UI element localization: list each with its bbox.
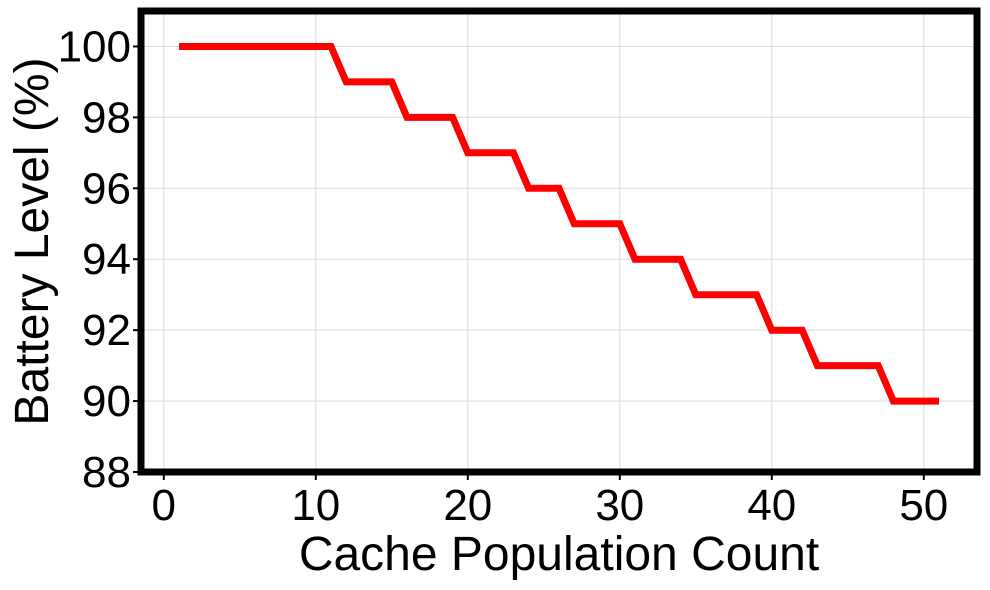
tick-layer: 0 10 20 30 40 50 88 90 92 94 96 98 100 [58,22,949,530]
y-tick-label: 100 [58,22,131,71]
x-tick-label: 0 [152,481,176,530]
y-tick-label: 88 [82,448,131,497]
y-tick-label: 90 [82,377,131,426]
y-tick-label: 96 [82,164,131,213]
x-tick-label: 10 [291,481,340,530]
x-tick-label: 20 [443,481,492,530]
y-tick-label: 92 [82,306,131,355]
grid [141,11,977,473]
x-tick-label: 30 [595,481,644,530]
x-tick-label: 40 [747,481,796,530]
x-axis-label: Cache Population Count [299,528,819,581]
battery-level-line [179,43,939,405]
x-tick-label: 50 [899,481,948,530]
y-tick-label: 94 [82,235,131,284]
series-layer [179,43,939,405]
y-tick-label: 98 [82,93,131,142]
plot-frame [137,7,981,476]
y-axis-label: Battery Level (%) [6,57,59,425]
